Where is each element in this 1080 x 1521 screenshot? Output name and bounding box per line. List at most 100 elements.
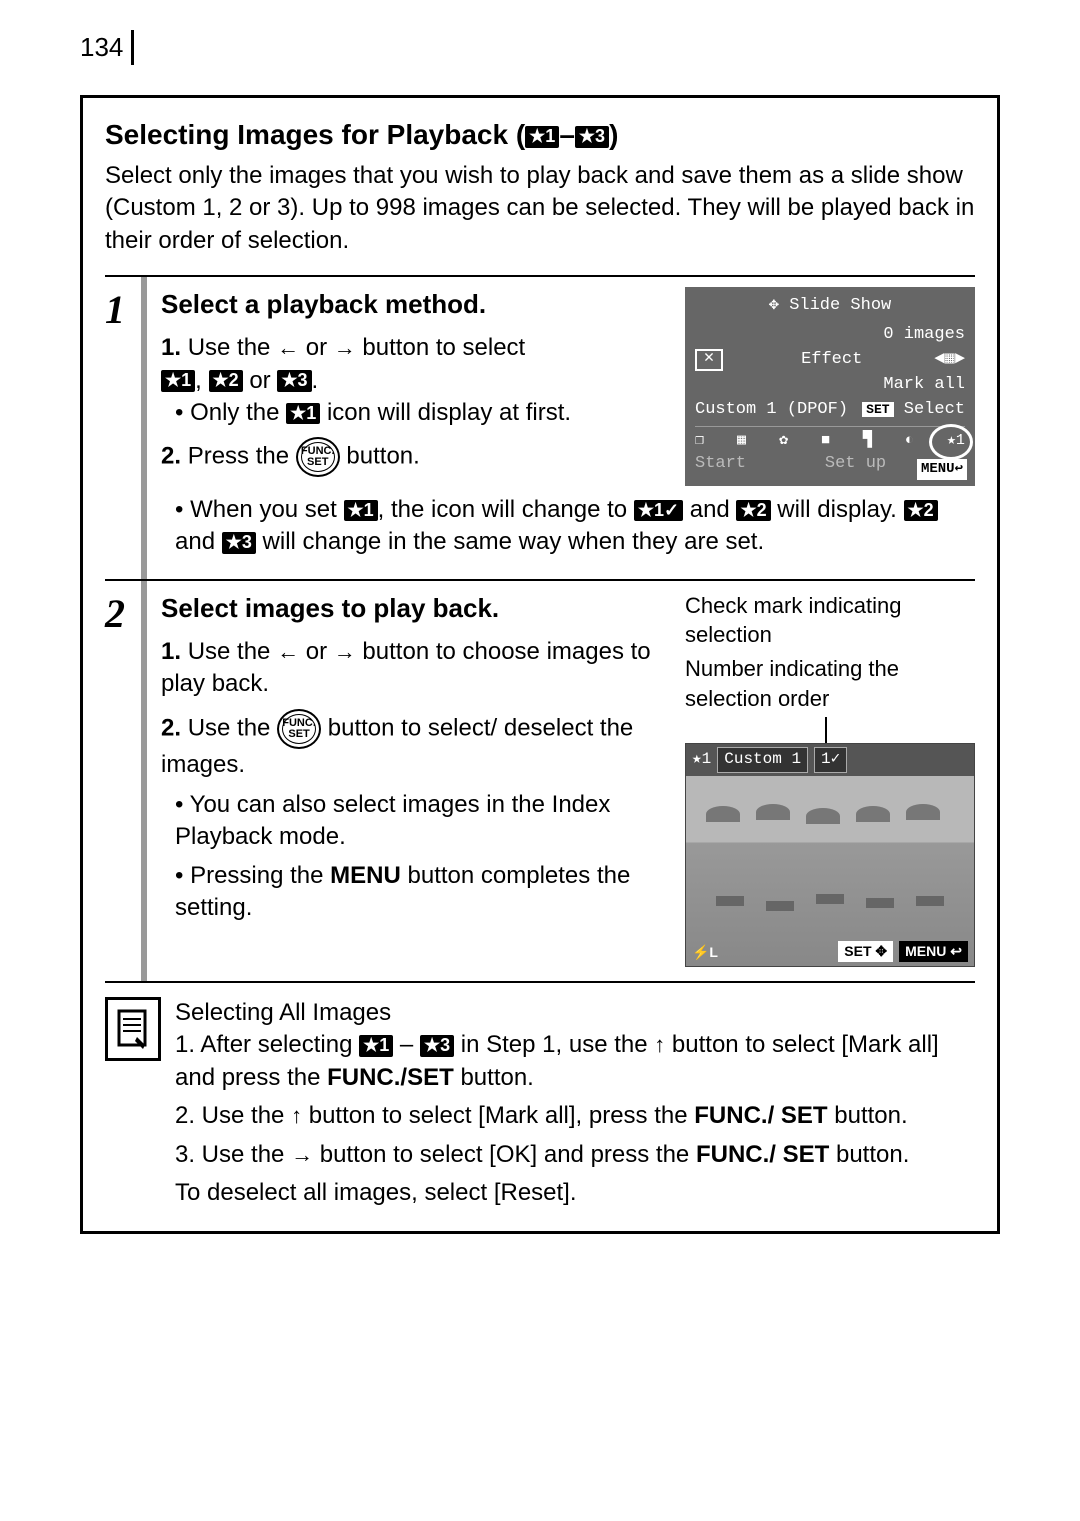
step-1-number: 1	[105, 277, 147, 579]
ss1-close-icon: ✕	[695, 349, 723, 371]
s2b2a: Pressing the	[190, 862, 330, 889]
ss1-select: Select	[904, 400, 965, 419]
step1-bullet2: When you set ★1, the icon will change to…	[175, 494, 975, 559]
ss1-icon: ▦	[737, 431, 746, 451]
section-title: Selecting Images for Playback (★1–★3)	[105, 116, 975, 154]
b1a: Only the	[190, 399, 286, 426]
s2-sub1-t1: Use the	[188, 638, 277, 665]
up-arrow-icon: ↑	[654, 1032, 665, 1057]
func-bot: SET	[288, 729, 309, 740]
sub1-t2: or	[299, 334, 334, 361]
ss1-highlight-circle	[929, 424, 973, 460]
b2e: and	[175, 528, 222, 555]
ss1-effect: Effect	[801, 349, 862, 372]
funcset-label: FUNC./ SET	[696, 1141, 829, 1168]
step2-bullet2: Pressing the MENU button completes the s…	[175, 860, 667, 925]
sub2-num: 2.	[161, 443, 181, 470]
star1-icon: ★1	[359, 1035, 393, 1057]
star1-check-icon: ★1✓	[634, 500, 683, 522]
b1b: icon will display at first.	[320, 399, 571, 426]
note-section: Selecting All Images 1. After selecting …	[105, 981, 975, 1209]
step-2-number: 2	[105, 581, 147, 981]
ss-nav-icon: ✥	[769, 296, 779, 315]
b2f: will change in the same way when they ar…	[256, 528, 764, 555]
left-arrow-icon: ←	[277, 335, 299, 360]
slide-show-screenshot: ✥ Slide Show 0 images ✕ Effect ◄▦► Mark …	[685, 287, 975, 486]
b2b: , the icon will change to	[378, 496, 634, 523]
funcset-label: FUNC./ SET	[694, 1102, 827, 1129]
star3-icon: ★3	[575, 126, 609, 148]
note-heading: Selecting All Images	[175, 997, 975, 1029]
star3-icon: ★3	[222, 532, 256, 554]
ss1-icon-row: ❐ ▦ ✿ ■ ▜ ◐ ★1	[695, 426, 965, 451]
ss1-count: 0 images	[883, 324, 965, 347]
s2-sub1-num: 1.	[161, 638, 181, 665]
s2-sub2-t1: Use the	[188, 714, 277, 741]
ss1-setup: Set up	[825, 453, 886, 476]
star2-icon: ★2	[904, 500, 938, 522]
custom1-screenshot: ★1 Custom 1 1✓	[685, 743, 975, 967]
b2d: will display.	[771, 496, 904, 523]
b2a: When you set	[190, 496, 343, 523]
sub1-sep1: ,	[195, 367, 208, 394]
ss1-set-badge: SET	[862, 402, 893, 417]
b2c: and	[683, 496, 736, 523]
ss1-custom: Custom 1 (DPOF)	[695, 399, 848, 422]
main-content-box: Selecting Images for Playback (★1–★3) Se…	[80, 95, 1000, 1234]
n1b: –	[393, 1031, 420, 1058]
sub2-t1: Press the	[188, 443, 296, 470]
intro-text: Select only the images that you wish to …	[105, 160, 975, 257]
sub2-t2: button.	[346, 443, 419, 470]
right-arrow-icon: →	[334, 335, 356, 360]
step-2-heading: Select images to play back.	[161, 591, 667, 626]
n3b: button to select [OK] and press the	[313, 1141, 696, 1168]
ss1-markall: Mark all	[883, 374, 965, 397]
step2-sub2: 2. Use the FUNC.SET button to select/ de…	[161, 709, 667, 781]
notepad-icon	[113, 1007, 153, 1051]
n1a: 1. After selecting	[175, 1031, 359, 1058]
step2-bullet1: You can also select images in the Index …	[175, 789, 667, 854]
star3-icon: ★3	[420, 1035, 454, 1057]
n2d: button.	[828, 1102, 908, 1129]
caption-checkmark: Check mark indicating selection	[685, 591, 975, 650]
func-set-icon: FUNC.SET	[277, 709, 321, 749]
star1-icon: ★1	[286, 403, 320, 425]
star3-icon: ★3	[277, 370, 311, 392]
step-1-heading: Select a playback method.	[161, 287, 673, 322]
funcset-label: FUNC./SET	[327, 1064, 454, 1091]
step2-sub1: 1. Use the ← or → button to choose image…	[161, 636, 667, 701]
s2-sub1-t2: or	[299, 638, 334, 665]
note-line3: 3. Use the → button to select [OK] and p…	[175, 1139, 975, 1171]
step-2-body: Select images to play back. 1. Use the ←…	[147, 581, 975, 981]
ss1-effect-arrow: ◄▦►	[934, 349, 965, 372]
note-body: Selecting All Images 1. After selecting …	[175, 997, 975, 1209]
left-arrow-icon: ←	[277, 639, 299, 664]
func-set-icon: FUNC.SET	[296, 437, 340, 477]
ss1-icon: ◐	[905, 431, 914, 451]
note-tail: To deselect all images, select [Reset].	[175, 1177, 975, 1209]
ss2-star-icon: ★1	[692, 749, 711, 771]
func-top: FUNC.	[282, 718, 316, 729]
ss1-start: Start	[695, 453, 746, 476]
sub1-bullet: Only the ★1 icon will display at first.	[175, 397, 673, 429]
note-icon	[105, 997, 161, 1061]
step-1: 1 Select a playback method. 1. Use the ←…	[105, 275, 975, 579]
n3a: 3. Use the	[175, 1141, 291, 1168]
star2-icon: ★2	[209, 370, 243, 392]
title-suffix: )	[609, 119, 618, 150]
ss2-custom: Custom 1	[717, 747, 808, 773]
step-1-body: Select a playback method. 1. Use the ← o…	[147, 277, 975, 579]
step-2: 2 Select images to play back. 1. Use the…	[105, 579, 975, 981]
up-arrow-icon: ↑	[291, 1103, 302, 1128]
func-bot: SET	[307, 457, 328, 468]
star1-icon: ★1	[525, 126, 559, 148]
title-sep: –	[559, 119, 575, 150]
n1f: button.	[454, 1064, 534, 1091]
page-number: 134	[80, 30, 134, 65]
title-prefix: Selecting Images for Playback (	[105, 119, 525, 150]
ss2-menu-badge: MENU ↩	[899, 941, 968, 962]
n2b: button to select [Mark all], press the	[302, 1102, 694, 1129]
sub1-num: 1.	[161, 334, 181, 361]
sub1-t1: Use the	[188, 334, 277, 361]
step1-sub2: 2. Press the FUNC.SET button.	[161, 437, 673, 477]
